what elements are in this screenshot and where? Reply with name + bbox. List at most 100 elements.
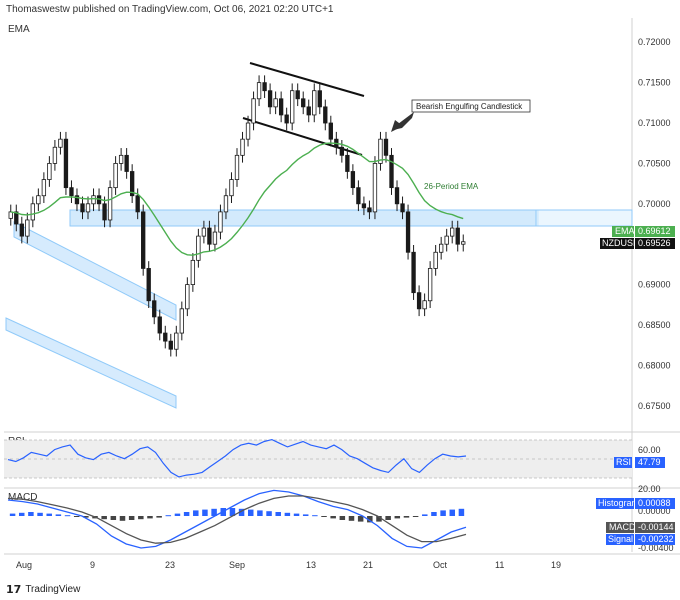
candle <box>8 204 13 226</box>
x-tick-21: 21 <box>363 560 373 570</box>
flag-lower-trendline <box>242 117 363 156</box>
candle <box>394 180 400 212</box>
histogram-bar <box>101 516 107 520</box>
x-tick-sep: Sep <box>229 560 245 570</box>
histogram-bar <box>312 515 318 517</box>
candle <box>118 148 124 171</box>
price-axis-ticks: 0.72000 0.71500 0.71000 0.70500 0.70000 0.695… <box>638 37 671 411</box>
resistance-zone-extension <box>535 209 633 227</box>
macd-histogram <box>9 508 465 523</box>
histogram-bar <box>73 516 80 517</box>
x-tick-19: 19 <box>551 560 561 570</box>
candle <box>212 224 218 252</box>
candle <box>74 188 80 212</box>
hist-tag-label: Histogram <box>598 498 639 508</box>
candle <box>350 164 356 195</box>
candle <box>179 301 184 341</box>
histogram-bar <box>193 510 199 516</box>
rsi-tag-label: RSI <box>616 457 631 467</box>
tradingview-logo[interactable]: 17 TradingView <box>6 583 80 596</box>
candle <box>146 261 151 309</box>
histogram-bar <box>449 509 456 516</box>
macd-panel-title: MACD <box>8 492 37 503</box>
candle <box>400 196 405 220</box>
candle <box>328 115 333 147</box>
x-tick-13: 13 <box>306 560 316 570</box>
price-tick-1: 0.71500 <box>638 78 671 88</box>
x-tick-oct: Oct <box>433 560 448 570</box>
histogram-bar <box>431 512 437 516</box>
candle <box>58 131 63 155</box>
macd-tick-zero: 0.00000 <box>638 506 671 516</box>
candle <box>163 325 168 349</box>
rsi-tick-20: 20.00 <box>638 484 661 494</box>
candle <box>152 293 157 325</box>
signal-tag-value: -0.00232 <box>638 534 674 544</box>
histogram-bar <box>348 516 355 521</box>
candle <box>345 148 350 179</box>
macd-tick-neg: -0.00400 <box>638 543 674 553</box>
histogram-bar <box>211 508 217 516</box>
candle <box>185 277 190 317</box>
candle <box>30 196 35 228</box>
candle <box>240 131 245 163</box>
histogram-bar <box>357 516 364 522</box>
candle <box>433 245 438 276</box>
candle <box>80 196 85 220</box>
price-tag-label: NZDUSD <box>602 238 640 248</box>
histogram-bar <box>422 514 428 516</box>
time-axis-ticks: Aug 9 23 Sep 13 21 Oct 11 19 <box>16 560 561 570</box>
histogram-bar <box>284 512 291 516</box>
candle <box>383 131 389 163</box>
histogram-bar <box>339 516 346 520</box>
histogram-bar <box>394 516 401 519</box>
histogram-bar <box>376 516 382 522</box>
candle <box>168 333 173 357</box>
histogram-bar <box>440 510 446 516</box>
candle <box>207 220 212 252</box>
price-tag-value: 0.69526 <box>638 238 671 248</box>
histogram-bar <box>128 516 135 520</box>
price-tick-4: 0.70000 <box>638 199 671 209</box>
flag-upper-trendline <box>249 62 365 97</box>
histogram-bar <box>156 516 162 518</box>
candle <box>361 196 367 216</box>
candle <box>245 115 251 147</box>
publish-header: Thomaswestw published on TradingView.com… <box>6 4 334 15</box>
candle <box>405 204 411 260</box>
rsi-line <box>7 438 467 478</box>
histogram-bar <box>174 513 181 516</box>
price-tick-0: 0.72000 <box>638 37 671 47</box>
candle <box>201 220 207 244</box>
candle <box>427 261 433 309</box>
x-tick-23: 23 <box>165 560 175 570</box>
candle <box>41 172 47 203</box>
candle <box>450 220 455 244</box>
histogram-bar <box>28 512 34 516</box>
histogram-bar <box>275 512 281 516</box>
candle <box>273 91 278 115</box>
histogram-bar <box>37 512 43 516</box>
histogram-bar <box>247 509 254 516</box>
candle <box>301 91 306 115</box>
candle <box>278 91 284 123</box>
price-tick-6: 0.69000 <box>638 280 671 290</box>
histogram-bar <box>202 509 208 516</box>
price-tick-7: 0.68500 <box>638 320 671 330</box>
histogram-bar <box>138 516 144 520</box>
histogram-bar <box>110 516 117 520</box>
price-candles <box>8 75 466 357</box>
ema-tag-value: 0.69612 <box>638 226 671 236</box>
candle <box>69 180 74 203</box>
histogram-bar <box>64 515 71 517</box>
signal-value-bg <box>635 534 675 545</box>
lower-channel-band-2 <box>5 317 177 409</box>
histogram-bar <box>385 516 391 520</box>
logo-mark-icon: 17 <box>6 583 22 596</box>
histogram-bar <box>83 516 89 518</box>
histogram-bar <box>46 513 52 516</box>
price-tick-8: 0.68000 <box>638 360 671 370</box>
candle <box>339 139 345 163</box>
candle <box>416 285 422 317</box>
candle <box>312 83 317 123</box>
